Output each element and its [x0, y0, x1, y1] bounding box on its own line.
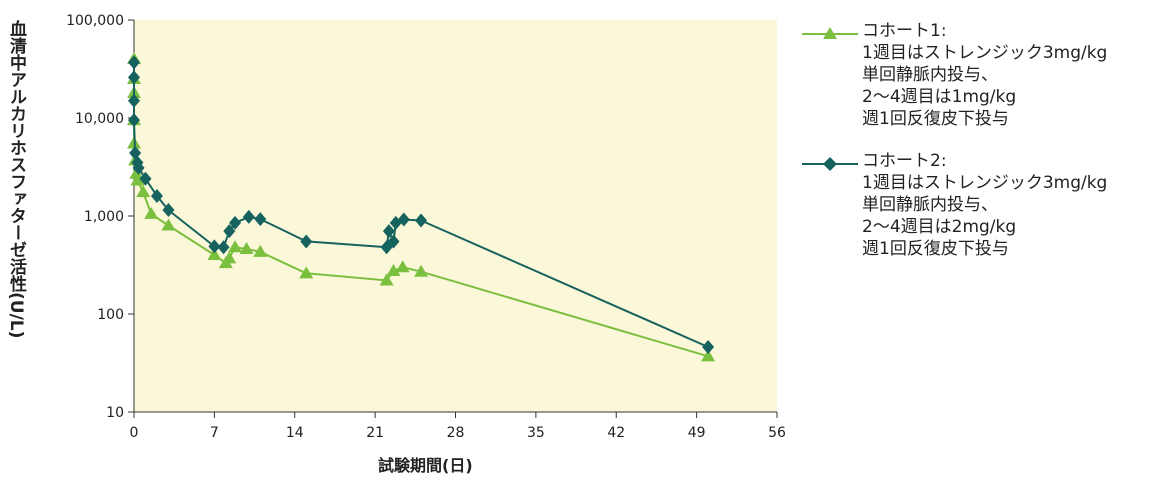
legend: コホート1: 1週目はストレンジック3mg/kg 単回静脈内投与、 2〜4週目は…	[800, 20, 1150, 280]
data-point	[386, 263, 401, 276]
data-point	[132, 160, 145, 175]
series-2	[128, 55, 715, 355]
legend-text: 週1回反復皮下投与	[862, 239, 1009, 259]
data-point	[129, 166, 144, 179]
legend-swatch-cohort-1	[802, 27, 858, 39]
data-point	[379, 273, 394, 286]
legend-text: 1週目はストレンジック3mg/kg	[862, 43, 1108, 63]
legend-text: 週1回反復皮下投与	[862, 109, 1009, 129]
data-point	[217, 240, 230, 255]
plot-background	[134, 20, 777, 412]
data-point	[387, 234, 400, 249]
y-axis-label: 血清中アルカリホスファターゼ活性(U/L)	[6, 20, 26, 339]
data-point	[139, 171, 152, 186]
data-point	[415, 213, 428, 228]
data-point	[242, 209, 255, 224]
data-point	[382, 224, 395, 239]
data-point	[701, 349, 716, 362]
data-point	[128, 113, 140, 128]
data-point	[207, 247, 222, 260]
data-point	[208, 239, 221, 254]
y-axis-ticks: 10 100 1,000 10,000 100,000	[66, 13, 135, 421]
data-point	[144, 206, 159, 219]
legend-text: 1週目はストレンジック3mg/kg	[862, 173, 1108, 193]
data-point	[254, 212, 267, 227]
x-axis-label: 試験期間(日)	[378, 456, 473, 475]
y-tick-label: 1,000	[84, 209, 124, 225]
data-point	[702, 340, 715, 355]
legend-item-cohort-2: コホート2: 1週目はストレンジック3mg/kg 単回静脈内投与、 2〜4週目は…	[800, 150, 1150, 260]
data-point	[414, 264, 429, 277]
x-tick-label: 0	[130, 425, 139, 441]
y-tick-label: 10	[106, 405, 124, 421]
y-tick-label: 100,000	[66, 13, 124, 29]
y-tick-label: 10,000	[75, 111, 124, 127]
x-axis-ticks: 0 7 14 21 28 35 42 49 56	[130, 411, 786, 441]
legend-text: コホート1:	[862, 21, 947, 41]
data-point	[397, 212, 410, 227]
data-point	[239, 242, 254, 255]
data-point	[228, 240, 243, 253]
data-point	[300, 234, 313, 249]
data-point	[222, 251, 237, 264]
legend-item-cohort-1: コホート1: 1週目はストレンジック3mg/kg 単回静脈内投与、 2〜4週目は…	[800, 20, 1150, 130]
legend-text: 単回静脈内投与、	[862, 195, 998, 215]
data-point	[129, 145, 142, 160]
legend-text: 単回静脈内投与、	[862, 65, 998, 85]
data-point	[150, 188, 163, 203]
data-point	[130, 173, 145, 186]
x-tick-label: 21	[366, 425, 384, 441]
legend-text: 2〜4週目は2mg/kg	[862, 217, 1017, 237]
legend-swatch-cohort-2	[802, 157, 858, 171]
legend-text: 2〜4週目は1mg/kg	[862, 87, 1017, 107]
x-tick-label: 56	[768, 425, 786, 441]
legend-text: コホート2:	[862, 151, 947, 171]
data-point	[128, 93, 140, 108]
data-point	[253, 244, 268, 257]
x-tick-label: 14	[286, 425, 304, 441]
x-tick-label: 49	[688, 425, 706, 441]
data-point	[299, 266, 314, 279]
data-point	[223, 224, 236, 239]
y-tick-label: 100	[97, 307, 124, 323]
x-tick-label: 7	[210, 425, 219, 441]
x-tick-label: 42	[607, 425, 625, 441]
x-tick-label: 28	[447, 425, 465, 441]
x-tick-label: 35	[527, 425, 545, 441]
series-layer	[127, 51, 716, 362]
data-point	[128, 70, 140, 85]
data-point	[395, 260, 410, 273]
data-point	[136, 185, 151, 198]
data-point	[128, 55, 140, 70]
data-point	[162, 203, 175, 218]
data-point	[229, 215, 242, 230]
data-point	[161, 218, 176, 231]
